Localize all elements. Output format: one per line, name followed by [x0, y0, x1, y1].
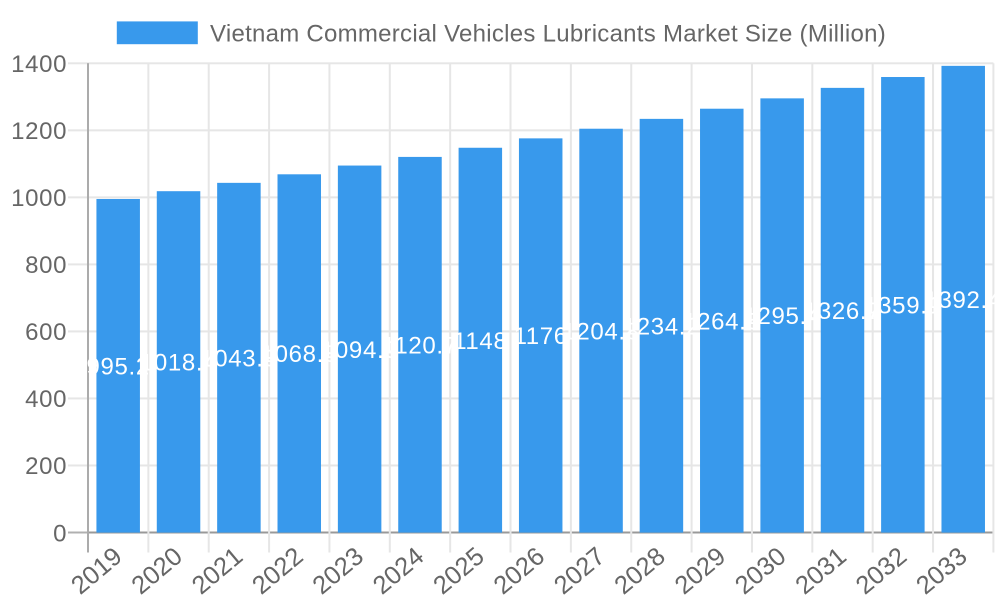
svg-text:1204.8: 1204.8: [562, 318, 639, 345]
svg-text:1120.7: 1120.7: [382, 333, 458, 360]
svg-text:1094.9: 1094.9: [321, 337, 398, 364]
svg-text:400: 400: [25, 386, 67, 413]
svg-text:1234.2: 1234.2: [623, 313, 700, 340]
svg-text:1359.1: 1359.1: [864, 293, 941, 320]
svg-text:600: 600: [25, 319, 67, 346]
svg-text:1295.4: 1295.4: [743, 303, 820, 330]
svg-text:1392.4: 1392.4: [925, 287, 1000, 314]
svg-text:1264.5: 1264.5: [683, 308, 760, 335]
svg-text:995.2: 995.2: [87, 354, 150, 381]
svg-text:1176: 1176: [514, 323, 568, 350]
svg-text:1200: 1200: [11, 118, 67, 145]
svg-text:Vietnam Commercial Vehicles Lu: Vietnam Commercial Vehicles Lubricants M…: [210, 21, 886, 48]
svg-text:200: 200: [25, 453, 67, 480]
svg-text:1148: 1148: [453, 328, 507, 355]
svg-text:1018.4: 1018.4: [140, 350, 217, 377]
svg-text:1000: 1000: [11, 185, 67, 212]
svg-text:1068.8: 1068.8: [261, 341, 338, 368]
svg-text:0: 0: [53, 520, 67, 547]
svg-text:1043.3: 1043.3: [200, 345, 277, 372]
svg-text:800: 800: [25, 252, 67, 279]
svg-text:1400: 1400: [11, 51, 67, 78]
svg-text:1326.7: 1326.7: [804, 298, 881, 325]
